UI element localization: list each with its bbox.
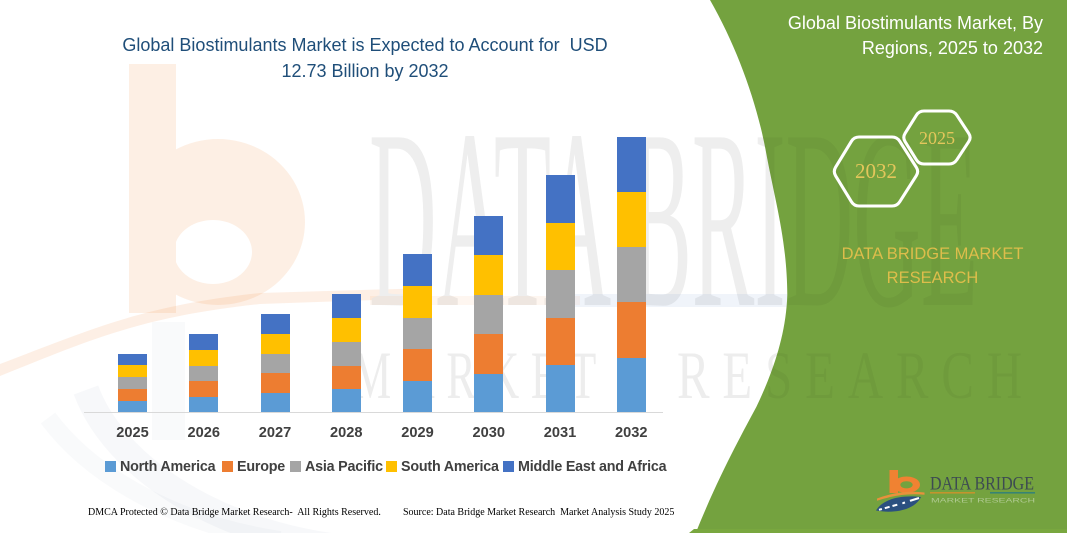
svg-text:MARKET RESEARCH: MARKET RESEARCH bbox=[931, 498, 1035, 505]
svg-text:2025: 2025 bbox=[919, 128, 955, 148]
svg-text:DATA BRIDGE: DATA BRIDGE bbox=[369, 78, 978, 361]
svg-text:DATA BRIDGE: DATA BRIDGE bbox=[930, 475, 1034, 495]
svg-text:RESEARCH: RESEARCH bbox=[677, 337, 1035, 413]
svg-text:MARKET: MARKET bbox=[352, 337, 608, 413]
svg-text:2032: 2032 bbox=[855, 159, 897, 183]
